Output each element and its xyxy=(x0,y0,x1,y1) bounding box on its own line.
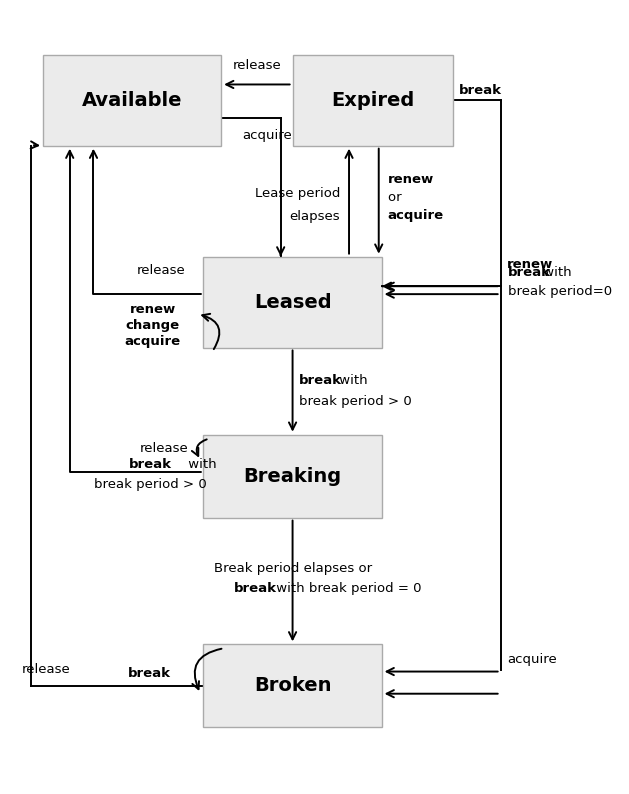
FancyBboxPatch shape xyxy=(292,55,453,146)
FancyBboxPatch shape xyxy=(203,434,382,518)
FancyBboxPatch shape xyxy=(203,644,382,727)
Text: renew: renew xyxy=(130,303,176,317)
Text: acquire: acquire xyxy=(242,129,292,141)
Text: break period > 0: break period > 0 xyxy=(94,477,206,491)
Text: break: break xyxy=(235,582,277,596)
Text: with: with xyxy=(335,374,368,387)
Text: release: release xyxy=(137,264,186,277)
Text: renew: renew xyxy=(387,172,434,186)
Text: or: or xyxy=(387,191,406,204)
Text: renew: renew xyxy=(506,258,553,272)
Text: acquire: acquire xyxy=(125,335,181,348)
Text: with: with xyxy=(184,458,216,471)
Text: Available: Available xyxy=(82,91,182,110)
Text: release: release xyxy=(140,442,189,455)
Text: Leased: Leased xyxy=(253,292,331,311)
Text: break: break xyxy=(459,84,502,98)
Text: break: break xyxy=(128,668,170,680)
Text: break: break xyxy=(299,374,342,387)
Text: Lease period: Lease period xyxy=(255,187,340,200)
Text: Break period elapses or: Break period elapses or xyxy=(213,562,372,575)
Text: acquire: acquire xyxy=(387,209,444,222)
Text: Breaking: Breaking xyxy=(243,467,342,486)
Text: change: change xyxy=(126,319,180,333)
Text: Broken: Broken xyxy=(254,676,331,696)
Text: with: with xyxy=(539,266,572,279)
Text: break: break xyxy=(508,266,550,279)
Text: break: break xyxy=(128,458,172,471)
Text: acquire: acquire xyxy=(508,653,557,666)
Text: release: release xyxy=(22,664,71,676)
FancyBboxPatch shape xyxy=(203,256,382,348)
Text: release: release xyxy=(233,59,281,72)
Text: break period > 0: break period > 0 xyxy=(299,395,411,408)
Text: elapses: elapses xyxy=(289,210,340,223)
FancyBboxPatch shape xyxy=(43,55,221,146)
Text: with break period = 0: with break period = 0 xyxy=(272,582,422,596)
Text: Expired: Expired xyxy=(331,91,415,110)
Text: break period=0: break period=0 xyxy=(508,285,612,299)
